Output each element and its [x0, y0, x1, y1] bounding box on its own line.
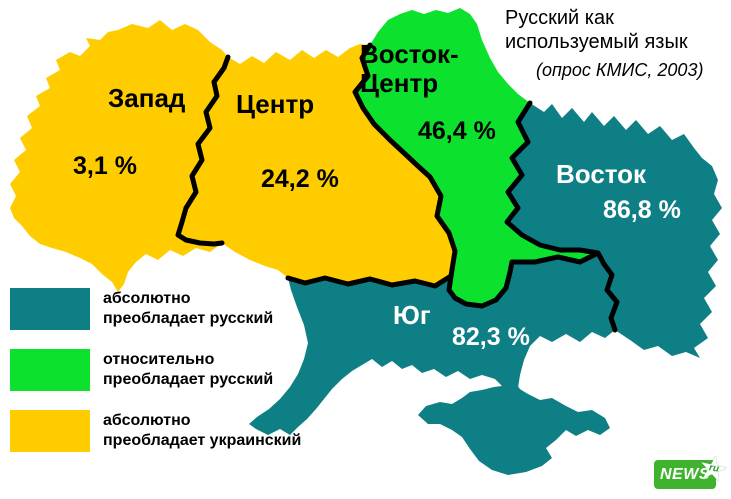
legend-label-line1: абсолютно	[103, 412, 191, 429]
border-centr-yug	[285, 273, 454, 289]
legend-label-line2: преобладает украинский	[103, 432, 302, 449]
region-zapad-shape	[10, 20, 228, 292]
label-vostok-centr-line2: Центр	[360, 68, 439, 98]
survey-note: (опрос КМИС, 2003)	[536, 60, 704, 80]
value-zapad: 3,1 %	[73, 152, 137, 180]
legend-label-line2: преобладает русский	[103, 371, 274, 388]
legend-swatch-yellow	[10, 410, 90, 452]
region-centr-shape	[178, 44, 455, 286]
legend-label-russian-relative: относительно преобладает русский	[103, 349, 273, 390]
map-title: Русский как используемый язык	[505, 6, 688, 54]
legend-item-russian-relative: относительно преобладает русский	[10, 349, 273, 391]
value-vostok-centr: 46,4 %	[418, 117, 496, 145]
label-vostok: Восток	[556, 159, 647, 189]
value-vostok: 86,8 %	[603, 196, 681, 224]
newsru-logo: NEWS ★ ru	[654, 447, 731, 491]
border-yug-vostok	[595, 250, 620, 333]
legend-label-russian-absolute: абсолютно преобладает русский	[103, 288, 273, 329]
arabat-spit	[512, 383, 550, 427]
newsru-logo-text: NEWS	[660, 465, 710, 483]
border-vostokcentr-vostok	[504, 100, 601, 256]
label-zapad: Запад	[108, 83, 186, 113]
border-centr-vostokcentr	[352, 42, 458, 279]
label-yug: Юг	[393, 300, 431, 330]
region-borders	[175, 42, 620, 333]
legend-item-russian-absolute: абсолютно преобладает русский	[10, 288, 273, 330]
legend-label-line1: относительно	[103, 351, 215, 368]
label-centr: Центр	[236, 89, 315, 119]
legend-swatch-teal	[10, 288, 90, 330]
value-centr: 24,2 %	[261, 165, 339, 193]
value-yug: 82,3 %	[452, 323, 530, 351]
map-title-line2: используемый язык	[505, 31, 688, 53]
legend-label-line1: абсолютно	[103, 290, 191, 307]
label-vostok-centr-line1: Восток-	[360, 39, 459, 69]
label-vostok-centr: Восток- Центр	[360, 40, 459, 98]
legend-label-ukrainian-absolute: абсолютно преобладает украинский	[103, 410, 301, 451]
legend-label-line2: преобладает русский	[103, 310, 274, 327]
map-title-line1: Русский как	[505, 7, 614, 29]
newsru-logo-suffix: ru	[708, 462, 720, 475]
border-zapad-centr	[175, 54, 231, 247]
legend-item-ukrainian-absolute: абсолютно преобладает украинский	[10, 410, 301, 452]
border-vostokcentr-yug	[446, 250, 601, 309]
legend-swatch-green	[10, 349, 90, 391]
region-vostok-shape	[507, 103, 722, 358]
region-yug-shape	[249, 253, 617, 475]
region-vostok-centr-shape	[355, 8, 598, 306]
